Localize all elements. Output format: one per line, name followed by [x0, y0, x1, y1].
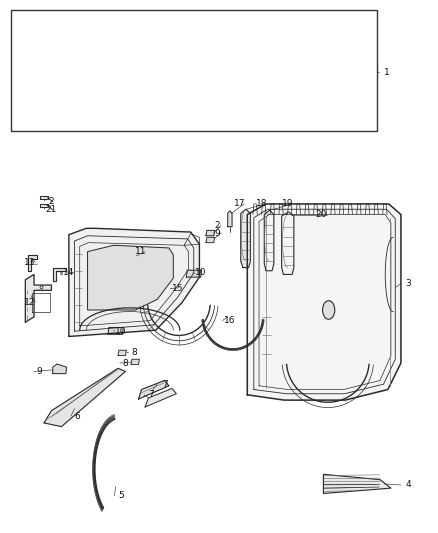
- Polygon shape: [108, 327, 123, 334]
- Text: 10: 10: [115, 327, 127, 336]
- Text: 3: 3: [406, 279, 411, 288]
- Ellipse shape: [322, 301, 335, 319]
- Polygon shape: [93, 22, 276, 115]
- Polygon shape: [276, 25, 328, 115]
- Bar: [30, 70, 46, 86]
- Text: 14: 14: [63, 268, 74, 277]
- Text: 2: 2: [214, 221, 219, 230]
- Bar: [30, 48, 46, 64]
- Polygon shape: [328, 29, 369, 108]
- Text: 19: 19: [282, 199, 293, 208]
- Text: 15: 15: [172, 284, 184, 293]
- Text: 11: 11: [135, 247, 146, 256]
- Text: 13: 13: [24, 258, 35, 266]
- Polygon shape: [241, 209, 251, 268]
- Text: 1: 1: [384, 68, 389, 77]
- Text: 7: 7: [162, 379, 167, 389]
- Text: 9: 9: [37, 367, 42, 376]
- Text: 9: 9: [214, 229, 220, 238]
- Polygon shape: [28, 255, 37, 271]
- Text: 4: 4: [406, 480, 411, 489]
- Polygon shape: [138, 381, 169, 399]
- Text: 20: 20: [316, 210, 327, 219]
- Polygon shape: [23, 22, 276, 33]
- Bar: [53, 48, 70, 64]
- Text: 12: 12: [24, 298, 35, 307]
- Bar: [30, 93, 46, 109]
- Text: 17: 17: [234, 199, 246, 208]
- Text: 16: 16: [224, 316, 236, 325]
- Polygon shape: [88, 245, 173, 310]
- Polygon shape: [247, 204, 401, 400]
- Polygon shape: [131, 359, 139, 365]
- Text: 2: 2: [49, 197, 54, 206]
- Polygon shape: [206, 230, 215, 236]
- Polygon shape: [53, 364, 67, 374]
- Polygon shape: [44, 368, 125, 426]
- Bar: [53, 70, 70, 86]
- Text: 18: 18: [256, 199, 268, 208]
- Text: 7: 7: [148, 390, 155, 399]
- Text: 6: 6: [74, 411, 81, 421]
- Polygon shape: [118, 350, 126, 356]
- Bar: [11, 11, 377, 131]
- Polygon shape: [206, 237, 215, 243]
- Polygon shape: [186, 270, 201, 277]
- Polygon shape: [40, 204, 48, 207]
- Polygon shape: [282, 212, 294, 274]
- Text: 10: 10: [195, 268, 206, 277]
- Polygon shape: [228, 211, 232, 227]
- Polygon shape: [219, 25, 276, 119]
- Polygon shape: [145, 389, 177, 407]
- Polygon shape: [69, 228, 199, 336]
- Polygon shape: [23, 22, 93, 120]
- Polygon shape: [53, 268, 66, 281]
- Polygon shape: [25, 274, 51, 322]
- Polygon shape: [40, 196, 48, 199]
- Text: 5: 5: [118, 491, 124, 500]
- Bar: [53, 93, 70, 109]
- Text: 8: 8: [131, 348, 137, 357]
- Polygon shape: [323, 474, 391, 494]
- Text: 21: 21: [46, 205, 57, 214]
- Polygon shape: [264, 211, 274, 271]
- Text: 8: 8: [123, 359, 128, 367]
